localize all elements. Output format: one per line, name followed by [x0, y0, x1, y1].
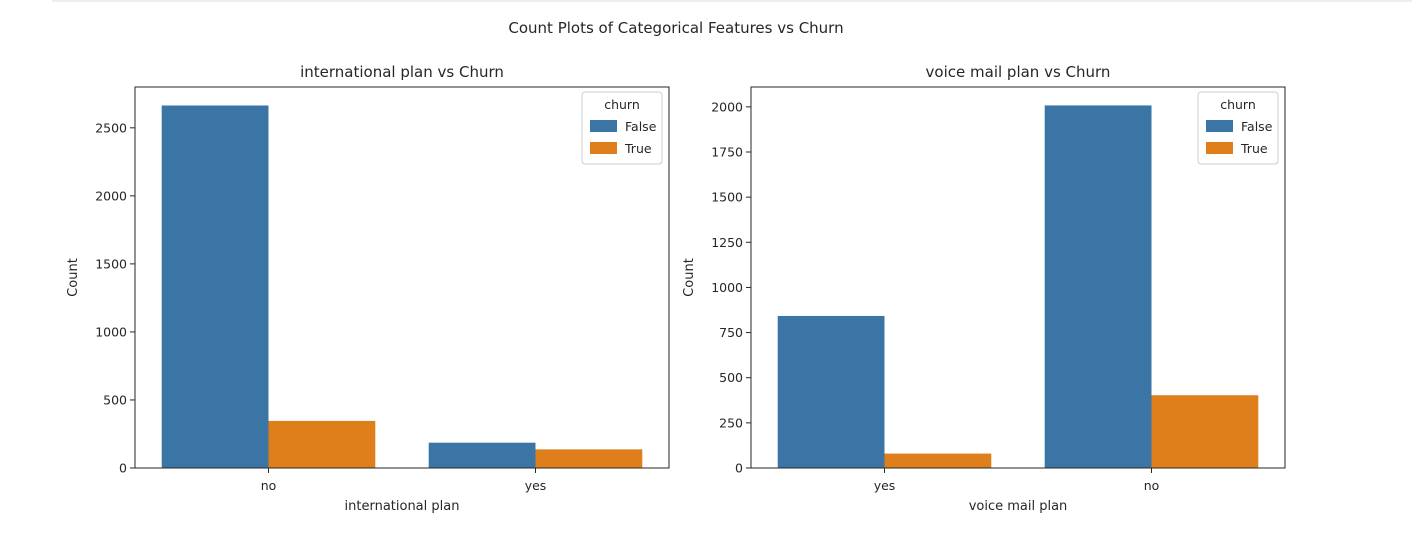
legend-swatch-true — [1206, 142, 1233, 154]
y-axis-label: Count — [66, 258, 81, 297]
legend-swatch-true — [590, 142, 617, 154]
y-tick-label: 500 — [103, 392, 127, 407]
x-tick-label: yes — [525, 478, 547, 493]
y-tick-label: 500 — [719, 370, 743, 385]
chart-title: international plan vs Churn — [300, 63, 504, 81]
y-tick-label: 0 — [735, 461, 743, 476]
y-tick-label: 2000 — [711, 99, 743, 114]
axes-frame — [750, 86, 1286, 469]
y-tick-label: 1750 — [711, 145, 743, 160]
y-tick-label: 2000 — [95, 188, 127, 203]
legend-label-false: False — [1241, 119, 1273, 134]
legend-swatch-false — [590, 120, 617, 132]
legend-label-true: True — [624, 141, 652, 156]
legend-label-true: True — [1240, 141, 1268, 156]
y-tick-label: 1500 — [711, 190, 743, 205]
y-axis-label: Count — [682, 258, 697, 297]
bar-true-yes — [884, 453, 992, 468]
x-axis-label: international plan — [345, 499, 460, 514]
bar-false-yes — [428, 442, 536, 468]
x-axis-label: voice mail plan — [969, 499, 1068, 514]
legend-title: churn — [604, 97, 640, 112]
bar-false-no — [1044, 105, 1152, 469]
chart-title: voice mail plan vs Churn — [926, 63, 1111, 81]
bar-false-yes — [777, 315, 885, 468]
y-tick-label: 1500 — [95, 256, 127, 271]
legend-swatch-false — [1206, 120, 1233, 132]
chart-international-plan: international plan vs Churn 0 500 1000 1500 2… — [66, 63, 670, 514]
legend-label-false: False — [625, 119, 657, 134]
y-tick-label: 1000 — [711, 280, 743, 295]
axes-frame — [134, 86, 670, 469]
bar-true-no — [268, 420, 376, 468]
x-tick-label: no — [1144, 478, 1160, 493]
x-tick-label: yes — [874, 478, 896, 493]
y-tick-label: 750 — [719, 325, 743, 340]
bar-false-no — [161, 105, 269, 469]
chart-voice-mail-plan: voice mail plan vs Churn 0 250 500 750 1000 12… — [682, 63, 1286, 514]
figure-title: Count Plots of Categorical Features vs C… — [508, 19, 843, 37]
y-tick-label: 0 — [119, 461, 127, 476]
y-tick-label: 1000 — [95, 324, 127, 339]
bar-true-yes — [535, 449, 643, 468]
top-divider — [52, 0, 1412, 2]
legend-title: churn — [1220, 97, 1256, 112]
y-tick-label: 2500 — [95, 120, 127, 135]
x-tick-label: no — [261, 478, 277, 493]
y-tick-label: 1250 — [711, 235, 743, 250]
bar-true-no — [1151, 395, 1259, 468]
y-tick-label: 250 — [719, 415, 743, 430]
